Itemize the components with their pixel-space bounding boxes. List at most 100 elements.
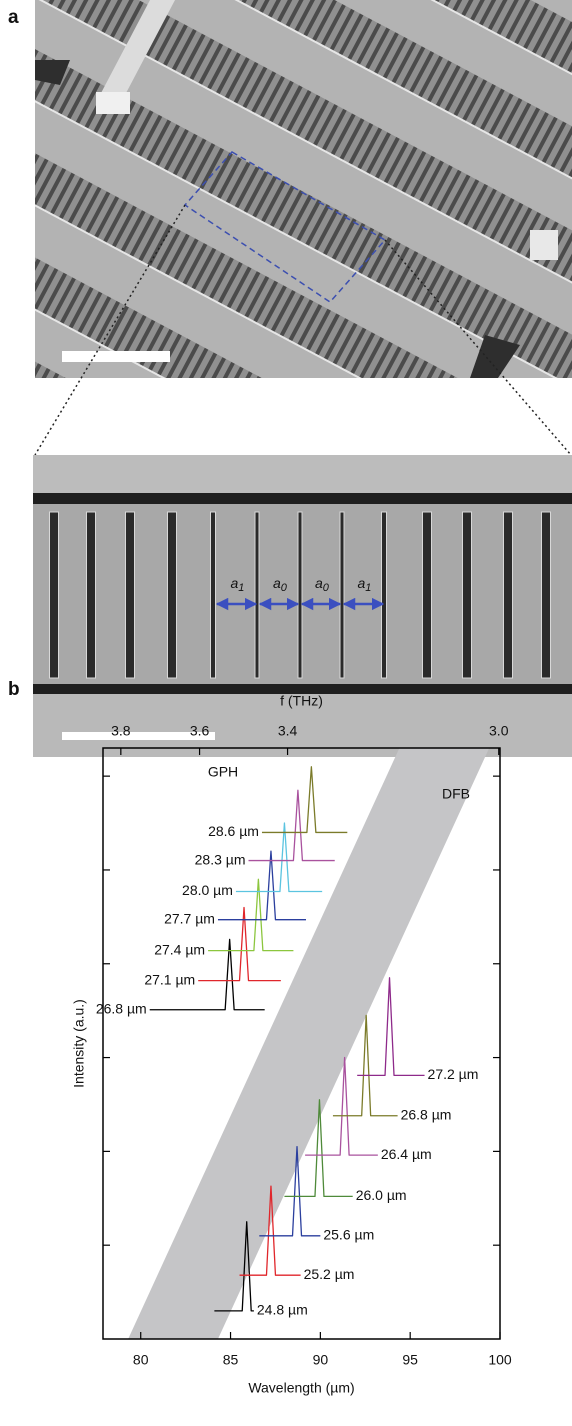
x2-tick-label: 3.0 — [489, 723, 509, 739]
grating-strip — [35, 0, 572, 378]
spacing-label-base: a — [273, 575, 281, 591]
ridge-edge — [35, 0, 572, 378]
contact-pad — [530, 230, 558, 260]
series-label: 27.2 µm — [428, 1066, 479, 1082]
spacing-label-sub: 1 — [365, 582, 371, 594]
spectrum-line — [235, 822, 323, 893]
ridge-edge — [35, 0, 572, 378]
x-tick-label: 80 — [133, 1352, 149, 1368]
scale-bar — [62, 732, 215, 740]
annotation: GPH — [208, 764, 238, 780]
spectrum-line — [261, 766, 348, 834]
substrate-top — [33, 455, 572, 495]
y-axis-title: Intensity (a.u.) — [71, 999, 87, 1088]
slit — [339, 511, 345, 679]
scale-bar — [62, 351, 170, 362]
spectrum-line — [149, 938, 265, 1011]
spectrum-line — [198, 906, 281, 982]
grating-strip — [35, 70, 572, 378]
spacing-label: a1 — [231, 575, 245, 594]
slit — [86, 511, 96, 679]
spacing-label: a1 — [358, 575, 372, 594]
series-label: 26.8 µm — [96, 1000, 147, 1016]
spectrum-line — [239, 1185, 301, 1276]
spacing-label-base: a — [231, 575, 239, 591]
zoom-line — [34, 204, 186, 456]
slit — [297, 511, 303, 679]
panel-label: a — [8, 7, 19, 28]
spacing-label-base: a — [315, 575, 323, 591]
ridge-strip — [35, 0, 572, 378]
spacing-label-sub: 0 — [323, 582, 330, 594]
slit — [210, 511, 216, 679]
series-label: 24.8 µm — [257, 1302, 308, 1318]
series-label: 27.4 µm — [154, 941, 205, 957]
slit — [422, 511, 432, 679]
slit — [254, 511, 260, 679]
spectrum-line — [248, 789, 335, 862]
ridge-strip — [35, 30, 572, 378]
grating-strip — [35, 0, 572, 378]
dark-pad — [470, 335, 520, 378]
series-label: 27.1 µm — [144, 971, 195, 987]
grating-strip — [35, 0, 572, 350]
ridge-strip — [35, 0, 572, 310]
spacing-label-sub: 0 — [281, 582, 288, 594]
ridge-strip — [35, 0, 572, 378]
series-label: 28.0 µm — [182, 882, 233, 898]
substrate-bottom — [33, 694, 572, 757]
panel-label: b — [8, 679, 20, 700]
sem-top-stripes — [35, 0, 572, 378]
x-tick-label: 85 — [223, 1352, 239, 1368]
x-tick-label: 90 — [313, 1352, 329, 1368]
ridge-strip — [35, 0, 572, 378]
x-tick-label: 100 — [488, 1352, 512, 1368]
slit — [167, 511, 177, 679]
slit — [541, 511, 551, 679]
ridge-edge — [35, 29, 572, 378]
spectrum-line — [357, 977, 425, 1077]
slit — [462, 511, 472, 679]
slit — [49, 511, 59, 679]
series-label: 26.0 µm — [356, 1187, 407, 1203]
series-label: 25.2 µm — [304, 1266, 355, 1282]
shaded-band — [128, 748, 490, 1339]
series-label: 28.6 µm — [208, 823, 259, 839]
zoom-line — [384, 239, 572, 456]
x-axis-title: Wavelength (µm) — [248, 1380, 354, 1396]
series-label: 25.6 µm — [323, 1227, 374, 1243]
spacing-label-sub: 1 — [238, 582, 244, 594]
trench-bottom — [33, 684, 572, 694]
contact-pad — [96, 92, 130, 114]
series-label: 26.8 µm — [401, 1106, 452, 1122]
spectrum-line — [214, 1221, 254, 1312]
slit — [381, 511, 387, 679]
spectrum-line — [259, 1146, 321, 1237]
spacing-label: a0 — [273, 575, 288, 594]
spectrum-line — [217, 850, 306, 921]
x2-tick-label: 3.6 — [190, 723, 210, 739]
probe-wire — [100, 0, 175, 95]
series-label: 26.4 µm — [381, 1146, 432, 1162]
x2-tick-label: 3.4 — [278, 723, 298, 739]
trench-top — [33, 493, 572, 504]
slit — [503, 511, 513, 679]
grating-strip — [35, 0, 572, 378]
plot-area — [128, 748, 490, 1339]
sem-image-bottom — [33, 455, 572, 757]
spectrum-line — [208, 878, 294, 952]
spacing-label-base: a — [358, 575, 366, 591]
sem-top-content — [35, 0, 572, 378]
spectrum-line — [305, 1056, 378, 1156]
annotation: DFB — [442, 786, 470, 802]
x2-tick-label: 3.8 — [111, 723, 131, 739]
spectrum-line — [332, 1014, 398, 1117]
spectrum-line — [284, 1099, 353, 1198]
series-label: 28.3 µm — [195, 851, 246, 867]
slit — [125, 511, 135, 679]
spacing-label: a0 — [315, 575, 330, 594]
x-tick-label: 95 — [402, 1352, 418, 1368]
x2-axis-title: f (THz) — [280, 693, 323, 709]
